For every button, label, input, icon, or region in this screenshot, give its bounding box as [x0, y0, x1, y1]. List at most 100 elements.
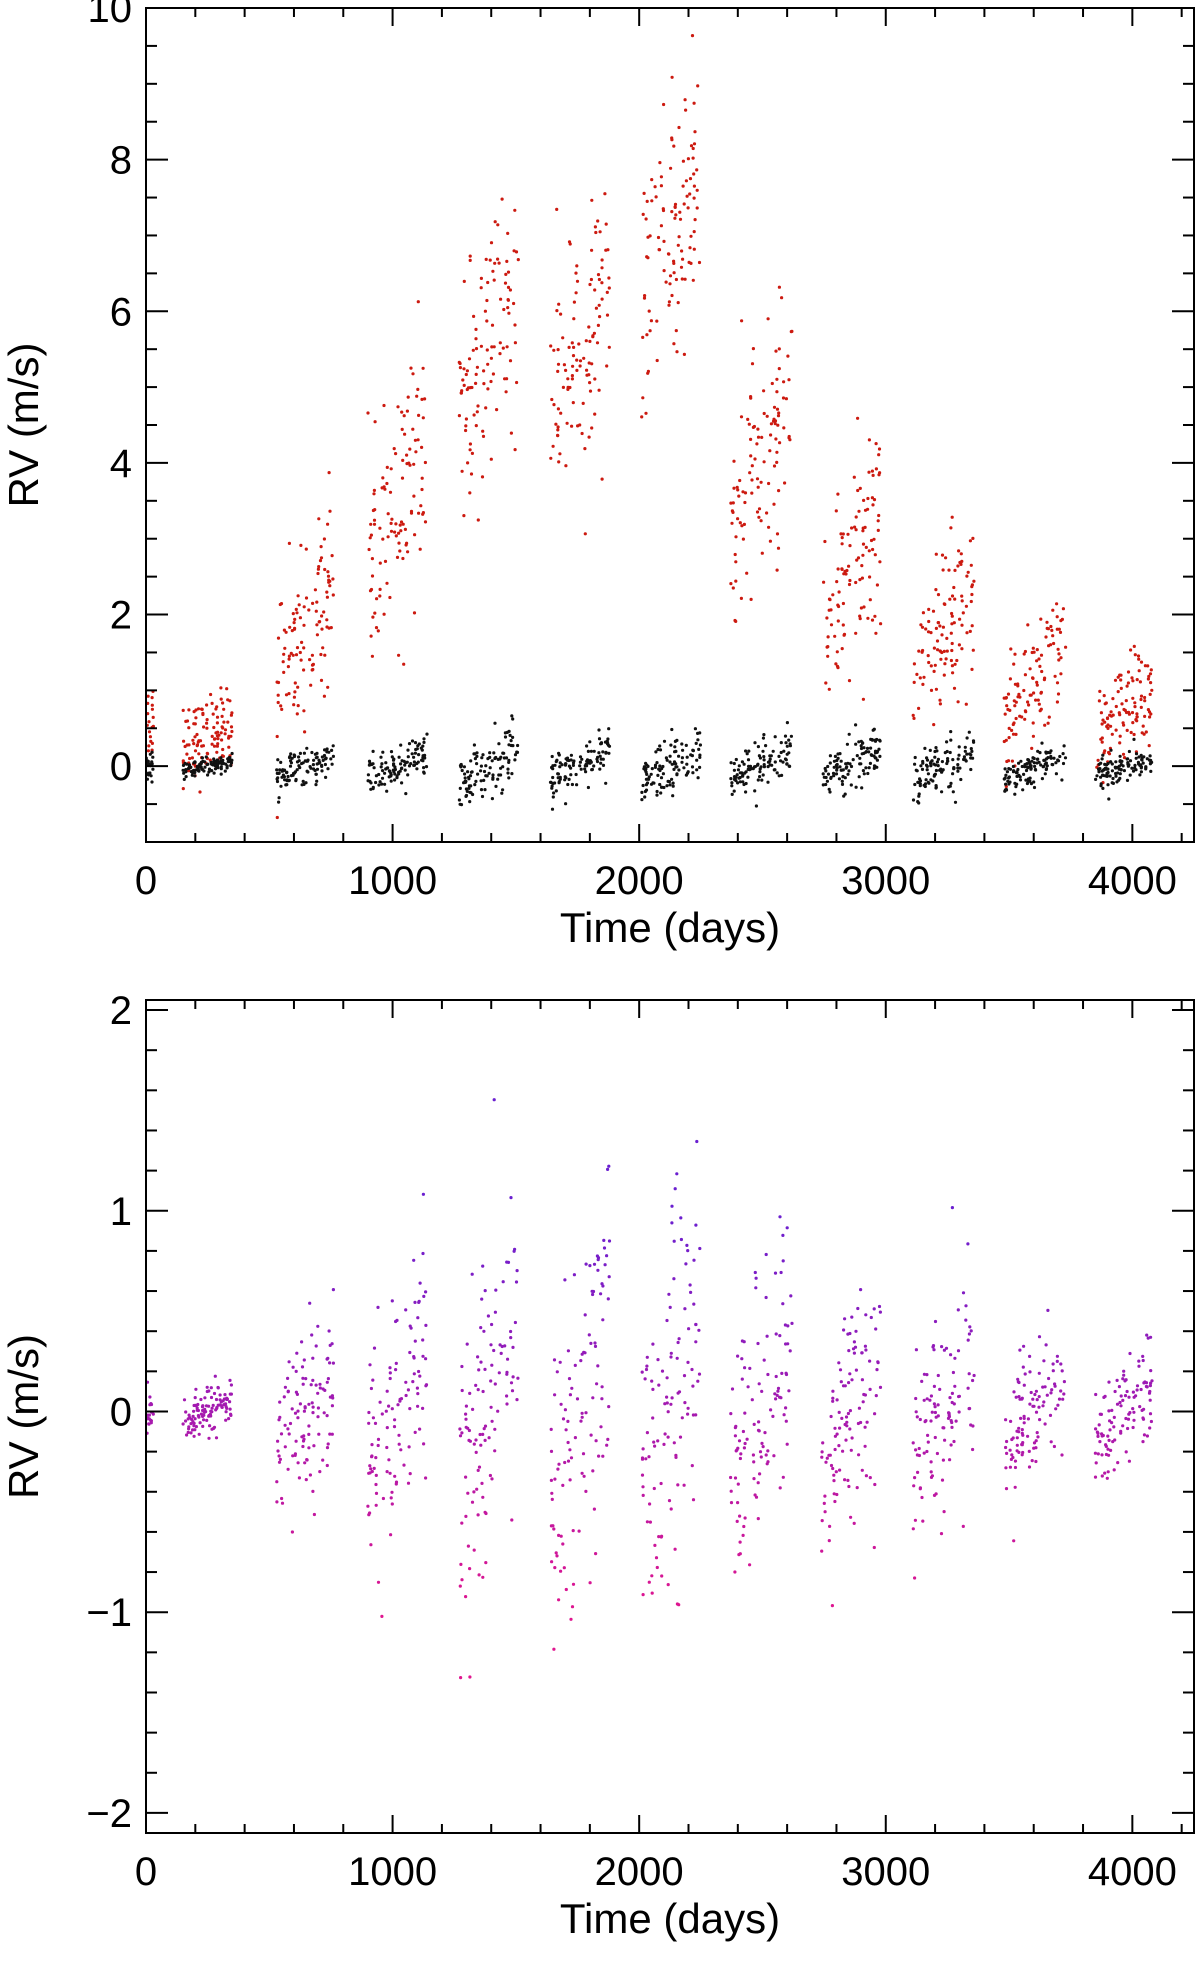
- data-point: [1047, 1376, 1051, 1381]
- data-point: [551, 767, 555, 771]
- data-point: [649, 772, 653, 776]
- data-point: [187, 743, 191, 747]
- data-point: [654, 195, 658, 199]
- data-point: [409, 366, 413, 370]
- data-point: [147, 730, 152, 734]
- data-point: [325, 1357, 329, 1361]
- data-point: [778, 1215, 782, 1219]
- data-point: [971, 648, 975, 652]
- data-point: [403, 768, 407, 772]
- data-point: [846, 532, 850, 536]
- data-point: [1041, 1404, 1045, 1408]
- data-point: [760, 551, 764, 555]
- data-point: [421, 1354, 425, 1358]
- data-point: [871, 473, 875, 477]
- data-point: [288, 625, 292, 629]
- data-point: [605, 1443, 609, 1447]
- data-point: [390, 1502, 394, 1506]
- data-point: [859, 606, 864, 610]
- data-point: [843, 1478, 847, 1482]
- data-point: [276, 636, 281, 640]
- data-point: [483, 788, 487, 792]
- data-point: [841, 774, 845, 779]
- data-point: [369, 634, 373, 638]
- data-point: [849, 783, 853, 787]
- data-point: [823, 766, 827, 771]
- data-point: [372, 492, 376, 496]
- data-point: [1064, 645, 1068, 649]
- data-point: [640, 415, 644, 419]
- data-point: [679, 1216, 683, 1220]
- data-point: [785, 762, 789, 766]
- data-point: [309, 683, 313, 687]
- data-point: [282, 628, 286, 632]
- data-point: [758, 775, 762, 779]
- data-point: [607, 276, 611, 280]
- data-point: [553, 763, 557, 767]
- data-point: [1107, 1453, 1111, 1457]
- data-point: [591, 1292, 595, 1297]
- data-point: [1137, 1364, 1141, 1368]
- data-point: [829, 608, 833, 612]
- data-point: [600, 266, 604, 270]
- data-point: [843, 1422, 847, 1427]
- data-point: [192, 1424, 196, 1428]
- data-point: [381, 750, 385, 754]
- data-point: [1017, 761, 1021, 765]
- data-point: [562, 1566, 566, 1570]
- data-point: [591, 1289, 596, 1294]
- data-point: [1015, 1443, 1019, 1447]
- data-point: [316, 1406, 320, 1410]
- data-point: [875, 583, 880, 587]
- data-point: [671, 794, 675, 798]
- data-point: [670, 1204, 674, 1208]
- data-point: [742, 522, 747, 527]
- data-point: [933, 1319, 938, 1324]
- data-point: [595, 341, 600, 345]
- data-point: [850, 526, 854, 530]
- data-point: [566, 377, 570, 381]
- data-point: [294, 1390, 298, 1394]
- data-point: [1134, 756, 1138, 760]
- data-point: [504, 272, 508, 276]
- data-point: [468, 1675, 472, 1679]
- data-point: [587, 1333, 591, 1337]
- data-point: [644, 411, 648, 415]
- data-point: [597, 737, 602, 741]
- data-point: [651, 781, 655, 785]
- data-point: [1046, 756, 1050, 760]
- data-point: [775, 771, 779, 775]
- data-point: [228, 1378, 232, 1382]
- data-point: [586, 749, 591, 754]
- data-point: [1013, 652, 1017, 656]
- data-point: [945, 636, 949, 641]
- data-point: [688, 177, 693, 181]
- data-point: [320, 614, 324, 618]
- data-point: [732, 768, 737, 772]
- data-point: [484, 1561, 488, 1565]
- data-point: [1023, 673, 1027, 677]
- data-point: [283, 1385, 287, 1389]
- data-point: [874, 756, 878, 760]
- data-point: [388, 769, 392, 774]
- data-point: [465, 789, 469, 794]
- data-point: [956, 763, 960, 767]
- data-point: [219, 767, 223, 771]
- data-point: [831, 1466, 835, 1471]
- data-point: [593, 1344, 598, 1348]
- data-point: [606, 248, 610, 252]
- data-point: [371, 1378, 375, 1382]
- data-point: [559, 1569, 563, 1573]
- data-point: [224, 1418, 228, 1422]
- data-point: [865, 746, 870, 751]
- data-point: [869, 1315, 873, 1320]
- data-point: [781, 1302, 785, 1306]
- data-point: [950, 664, 955, 668]
- data-point: [318, 760, 322, 765]
- data-point: [549, 1478, 554, 1482]
- data-point: [406, 395, 410, 399]
- data-point: [1145, 1434, 1149, 1438]
- data-point: [770, 381, 774, 386]
- data-point: [511, 1375, 515, 1379]
- data-point: [564, 802, 568, 806]
